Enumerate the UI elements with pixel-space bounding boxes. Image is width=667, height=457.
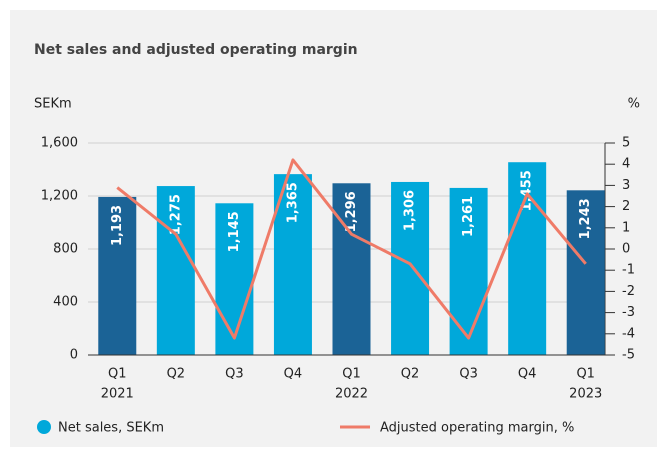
line [116, 158, 587, 340]
y2-tick-label: -1 [622, 263, 635, 278]
legend-label: Adjusted operating margin, % [380, 421, 574, 436]
bar [449, 187, 488, 355]
x-tick-label: Q4 [284, 367, 303, 382]
bar-value-label: 1,193 [110, 205, 125, 246]
legend-label: Net sales, SEKm [58, 421, 164, 436]
bar [273, 174, 312, 355]
x-year-label: 2023 [569, 387, 602, 402]
y2-tick-label: 4 [622, 157, 630, 172]
bar [391, 181, 430, 355]
x-tick-label: Q1 [342, 367, 361, 382]
y2-tick-label: -2 [622, 284, 635, 299]
bar-value-label: 1,145 [227, 211, 242, 252]
x-tick-label: Q2 [401, 367, 420, 382]
legend-marker [37, 420, 51, 434]
x-tick-label: Q2 [167, 367, 186, 382]
y-tick-label: 800 [53, 242, 78, 257]
x-tick-label: Q4 [518, 367, 537, 382]
x-tick-label: Q1 [576, 367, 595, 382]
y-tick-label: 1,600 [41, 136, 78, 151]
y-tick-label: 0 [70, 348, 78, 363]
bar-value-label: 1,275 [168, 194, 183, 235]
y2-tick-label: 0 [622, 242, 630, 257]
bar-value-label: 1,306 [403, 190, 418, 231]
y2-axis-label: % [628, 97, 640, 112]
bar [332, 183, 371, 355]
bar [156, 186, 195, 355]
bar [98, 196, 137, 355]
x-tick-label: Q3 [459, 367, 478, 382]
bar [566, 190, 605, 355]
chart-title: Net sales and adjusted operating margin [34, 42, 358, 58]
x-tick-label: Q1 [108, 367, 127, 382]
y2-tick-label: -4 [622, 326, 635, 341]
y2-tick-label: 2 [622, 199, 630, 214]
y-tick-label: 400 [53, 295, 78, 310]
y2-tick-label: -3 [622, 305, 635, 320]
bar-value-label: 1,261 [461, 196, 476, 237]
y-axis-label: SEKm [34, 97, 72, 112]
y2-tick-label: -5 [622, 348, 635, 363]
x-year-label: 2021 [101, 387, 134, 402]
bar [215, 203, 254, 355]
bar-value-label: 1,243 [578, 198, 593, 239]
bar-value-label: 1,296 [344, 191, 359, 232]
y-tick-label: 1,200 [41, 189, 78, 204]
y2-tick-label: 3 [622, 178, 630, 193]
bar-value-label: 1,365 [285, 182, 300, 223]
x-tick-label: Q3 [225, 367, 244, 382]
y2-tick-label: 5 [622, 136, 630, 151]
y2-tick-label: 1 [622, 220, 630, 235]
x-year-label: 2022 [335, 387, 368, 402]
